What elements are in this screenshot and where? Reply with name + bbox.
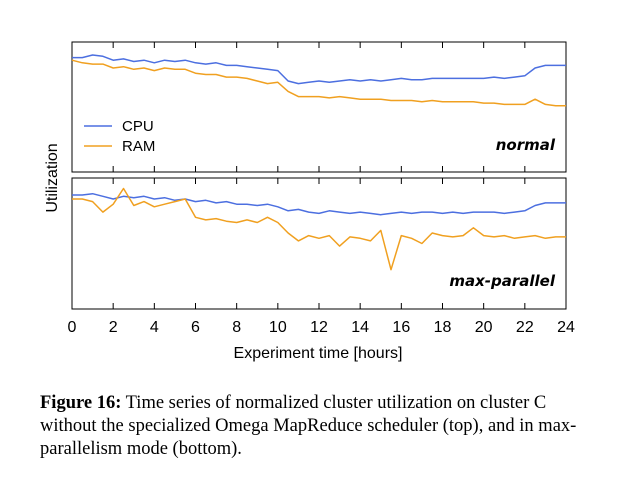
x-tick-label: 22 — [516, 319, 534, 336]
x-axis-label: Experiment time [hours] — [234, 345, 403, 362]
caption-label: Figure 16: — [40, 393, 122, 413]
x-tick-label: 8 — [232, 319, 241, 336]
legend-label-ram: RAM — [122, 138, 155, 155]
x-tick-label: 20 — [475, 319, 493, 336]
x-tick-label: 16 — [392, 319, 410, 336]
x-tick-label: 12 — [310, 319, 328, 336]
x-tick-label: 10 — [269, 319, 287, 336]
series-line-cpu — [72, 192, 566, 216]
panel-normal — [71, 41, 567, 173]
series-line-cpu — [72, 54, 566, 85]
legend: CPU RAM — [84, 118, 155, 155]
figure-caption: Figure 16: Time series of normalized clu… — [40, 392, 596, 461]
caption-text: Time series of normalized cluster utiliz… — [40, 393, 577, 459]
panel-label-max-parallel: max-parallel — [449, 272, 555, 290]
x-tick-label: 0 — [68, 319, 77, 336]
x-tick-label: 24 — [557, 319, 575, 336]
x-axis: 0 2 4 6 8 10 12 14 16 18 20 22 24 — [68, 319, 575, 336]
panel-label-normal: normal — [496, 136, 556, 154]
x-tick-label: 18 — [434, 319, 452, 336]
series-line-ram — [72, 187, 566, 271]
series-line-ram — [71, 59, 566, 107]
x-tick-label: 14 — [351, 319, 369, 336]
y-axis-label: Utilization — [44, 143, 61, 212]
x-tick-label: 2 — [109, 319, 118, 336]
legend-label-cpu: CPU — [122, 118, 154, 135]
panel-max-parallel — [71, 177, 567, 310]
x-tick-label: 6 — [191, 319, 200, 336]
x-tick-label: 4 — [150, 319, 159, 336]
utilization-chart: 0 2 4 6 8 10 12 14 16 18 20 22 24 Utilization Experi… — [44, 41, 575, 362]
